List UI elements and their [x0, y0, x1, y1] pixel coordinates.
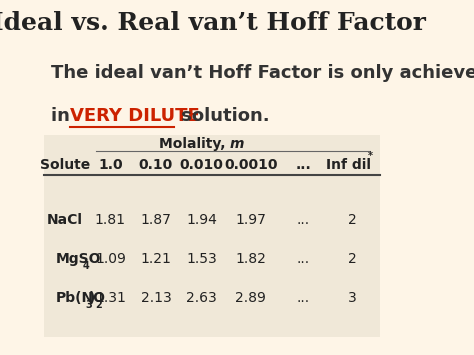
Text: 1.82: 1.82: [235, 252, 266, 266]
Text: The ideal van’t Hoff Factor is only achieved: The ideal van’t Hoff Factor is only achi…: [51, 64, 474, 82]
Text: m: m: [229, 137, 244, 151]
Text: ...: ...: [297, 213, 310, 227]
Text: 2.13: 2.13: [141, 291, 171, 305]
Text: in: in: [51, 106, 76, 125]
Text: 4: 4: [82, 261, 89, 271]
Text: 3: 3: [348, 291, 356, 305]
Text: *: *: [368, 151, 373, 161]
Text: 2.63: 2.63: [186, 291, 217, 305]
Text: 1.0: 1.0: [98, 158, 123, 172]
Text: 1.81: 1.81: [95, 213, 126, 227]
Text: ...: ...: [295, 158, 311, 172]
Text: 0.0010: 0.0010: [224, 158, 277, 172]
Text: Molality,: Molality,: [159, 137, 228, 151]
Text: 1.97: 1.97: [235, 213, 266, 227]
Text: 3: 3: [85, 300, 92, 310]
Text: 1.53: 1.53: [186, 252, 217, 266]
Text: Solute: Solute: [40, 158, 90, 172]
Text: 2: 2: [348, 213, 356, 227]
Text: ): ): [90, 291, 96, 305]
Text: MgSO: MgSO: [56, 252, 101, 266]
Text: 0.010: 0.010: [180, 158, 223, 172]
Text: 2.89: 2.89: [235, 291, 266, 305]
Text: 2: 2: [348, 252, 356, 266]
Text: 1.09: 1.09: [95, 252, 126, 266]
Text: 1.94: 1.94: [186, 213, 217, 227]
Text: 1.87: 1.87: [140, 213, 172, 227]
Text: 1.21: 1.21: [140, 252, 172, 266]
Text: ...: ...: [297, 291, 310, 305]
Text: 1.31: 1.31: [95, 291, 126, 305]
Text: Inf dil: Inf dil: [326, 158, 371, 172]
Text: NaCl: NaCl: [47, 213, 83, 227]
Text: VERY DILUTE: VERY DILUTE: [70, 106, 200, 125]
Text: 0.10: 0.10: [139, 158, 173, 172]
Text: 2: 2: [95, 300, 102, 310]
Text: ...: ...: [297, 252, 310, 266]
Text: Pb(NO: Pb(NO: [56, 291, 106, 305]
Text: Ideal vs. Real van’t Hoff Factor: Ideal vs. Real van’t Hoff Factor: [0, 11, 426, 35]
Text: solution.: solution.: [175, 106, 270, 125]
